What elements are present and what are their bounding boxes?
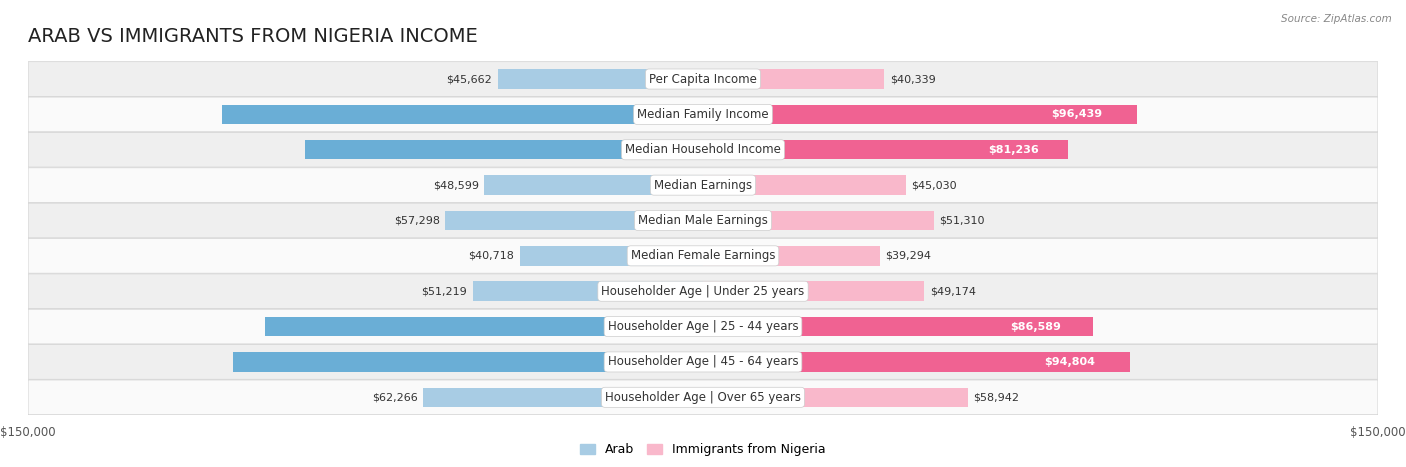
FancyBboxPatch shape [28, 62, 1378, 96]
Bar [703, 282, 924, 301]
Text: $51,219: $51,219 [422, 286, 467, 296]
FancyBboxPatch shape [28, 380, 1378, 415]
Text: $51,310: $51,310 [939, 215, 984, 226]
Text: $45,662: $45,662 [447, 74, 492, 84]
Bar [703, 176, 905, 195]
Bar [520, 246, 703, 266]
Bar [305, 140, 703, 160]
FancyBboxPatch shape [28, 239, 1378, 273]
Text: $40,339: $40,339 [890, 74, 935, 84]
Text: Per Capita Income: Per Capita Income [650, 72, 756, 85]
Text: $58,942: $58,942 [973, 392, 1019, 402]
Text: Median Female Earnings: Median Female Earnings [631, 249, 775, 262]
Text: Householder Age | 25 - 44 years: Householder Age | 25 - 44 years [607, 320, 799, 333]
Text: $48,599: $48,599 [433, 180, 479, 190]
Bar [703, 105, 1137, 124]
Bar [423, 388, 703, 407]
Legend: Arab, Immigrants from Nigeria: Arab, Immigrants from Nigeria [575, 439, 831, 461]
Text: $94,804: $94,804 [1045, 357, 1095, 367]
Text: $106,952: $106,952 [665, 109, 723, 120]
Bar [703, 388, 969, 407]
Bar [484, 176, 703, 195]
Bar [232, 352, 703, 372]
Text: $45,030: $45,030 [911, 180, 956, 190]
Text: $86,589: $86,589 [1011, 322, 1062, 332]
FancyBboxPatch shape [28, 203, 1378, 238]
Bar [703, 352, 1129, 372]
Text: $57,298: $57,298 [394, 215, 440, 226]
Text: ARAB VS IMMIGRANTS FROM NIGERIA INCOME: ARAB VS IMMIGRANTS FROM NIGERIA INCOME [28, 27, 478, 46]
Bar [703, 317, 1092, 336]
Text: $96,439: $96,439 [1052, 109, 1102, 120]
Text: Source: ZipAtlas.com: Source: ZipAtlas.com [1281, 14, 1392, 24]
FancyBboxPatch shape [28, 345, 1378, 379]
Bar [472, 282, 703, 301]
Text: Householder Age | Under 25 years: Householder Age | Under 25 years [602, 285, 804, 298]
Bar [703, 246, 880, 266]
Bar [446, 211, 703, 230]
Bar [703, 69, 884, 89]
Bar [703, 140, 1069, 160]
Text: $49,174: $49,174 [929, 286, 976, 296]
Text: Householder Age | Over 65 years: Householder Age | Over 65 years [605, 391, 801, 404]
Text: Median Household Income: Median Household Income [626, 143, 780, 156]
Bar [222, 105, 703, 124]
Text: $62,266: $62,266 [371, 392, 418, 402]
Text: $39,294: $39,294 [886, 251, 931, 261]
FancyBboxPatch shape [28, 133, 1378, 167]
Bar [266, 317, 703, 336]
FancyBboxPatch shape [28, 274, 1378, 309]
Text: Median Male Earnings: Median Male Earnings [638, 214, 768, 227]
Text: $81,236: $81,236 [988, 145, 1039, 155]
FancyBboxPatch shape [28, 168, 1378, 203]
Bar [703, 211, 934, 230]
FancyBboxPatch shape [28, 97, 1378, 132]
Bar [498, 69, 703, 89]
Text: Median Family Income: Median Family Income [637, 108, 769, 121]
Text: Median Earnings: Median Earnings [654, 178, 752, 191]
Text: Householder Age | 45 - 64 years: Householder Age | 45 - 64 years [607, 355, 799, 368]
FancyBboxPatch shape [28, 309, 1378, 344]
Text: $88,398: $88,398 [671, 145, 721, 155]
Text: $104,566: $104,566 [665, 357, 724, 367]
Text: $40,718: $40,718 [468, 251, 515, 261]
Text: $97,336: $97,336 [668, 322, 718, 332]
